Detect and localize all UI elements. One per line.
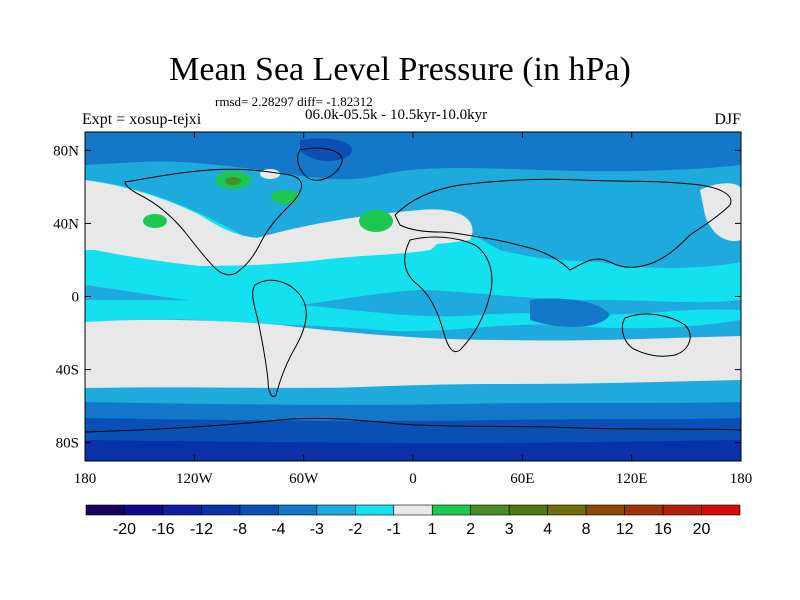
colorbar-label: 12: [616, 521, 634, 538]
x-tick-label: 0: [409, 471, 417, 487]
colorbar-swatch: [701, 504, 741, 516]
experiment-label: Expt = xosup-tejxi: [82, 111, 202, 128]
colorbar-label: 16: [654, 521, 672, 538]
period-line: 06.0k-05.5k - 10.5kyr-10.0kyr: [305, 107, 488, 123]
colorbar-swatch: [316, 504, 356, 516]
field-green-labrador: [271, 190, 299, 204]
y-tick-label: 0: [72, 290, 80, 306]
anomaly-field: [85, 132, 741, 461]
colorbar-swatch: [201, 504, 241, 516]
colorbar-swatch: [354, 504, 395, 516]
field-arctic: [85, 132, 741, 180]
colorbar-swatch: [239, 504, 279, 516]
field-green-pacific: [143, 214, 167, 228]
colorbar-label: 1: [428, 521, 437, 538]
colorbar-label: -3: [310, 521, 324, 538]
colorbar-swatch: [662, 504, 702, 516]
y-tick-label: 40S: [56, 363, 79, 379]
field-indian-patch: [530, 298, 610, 327]
colorbar-label: 20: [693, 521, 711, 538]
coast-australia: [621, 313, 691, 357]
coast-africa: [404, 236, 493, 353]
field-arctic-dark: [300, 138, 352, 162]
colorbar-label: -16: [151, 521, 174, 538]
season-label: DJF: [714, 111, 741, 128]
colorbar: -20 -16 -12 -8 -4 -3 -2 -1 1 2 3 4 8 12 16 20: [85, 504, 741, 538]
axis-ticks: 180 120W 60W 0 60E 120E 180 80N 40N 0 40S 80S: [53, 132, 752, 487]
colorbar-swatch: [624, 504, 664, 516]
y-tick-label: 40N: [53, 216, 79, 232]
colorbar-label: -1: [387, 521, 401, 538]
y-tick-label: 80S: [56, 436, 79, 452]
colorbar-swatch: [431, 504, 472, 516]
coast-north-america: [124, 168, 302, 276]
stats-line: rmsd= 2.28297 diff= -1.82312: [215, 94, 373, 109]
colorbar-swatch: [585, 504, 625, 516]
coast-eurasia: [394, 178, 732, 271]
colorbar-swatch: [470, 504, 510, 516]
coast-south-america: [252, 279, 307, 397]
colorbar-label: -20: [113, 521, 136, 538]
x-tick-label: 120W: [176, 471, 214, 487]
colorbar-swatch: [278, 504, 318, 516]
field-gray-south-band: [85, 319, 741, 390]
x-tick-label: 180: [74, 471, 97, 487]
coast-antarctica: [85, 417, 741, 433]
colorbar-label: -4: [271, 521, 285, 538]
colorbar-swatch: [393, 504, 433, 516]
colorbar-label: 4: [543, 521, 552, 538]
x-tick-label: 60W: [289, 471, 319, 487]
field-gray-baffin: [260, 169, 280, 179]
field-darkgreen-canada: [225, 177, 241, 185]
field-southern-blue: [85, 384, 741, 404]
field-gray-east-pacific: [700, 183, 741, 242]
plot-title: Mean Sea Level Pressure (in hPa): [169, 51, 631, 88]
colorbar-label: 2: [466, 521, 475, 538]
colorbar-swatch: [124, 504, 164, 516]
field-green-atlantic: [359, 210, 393, 232]
colorbar-swatch: [85, 504, 125, 516]
field-antarctic-core: [85, 440, 741, 461]
x-tick-label: 60E: [510, 471, 534, 487]
colorbar-swatch: [547, 504, 587, 516]
coast-greenland: [297, 147, 343, 181]
y-tick-label: 80N: [53, 143, 79, 159]
x-tick-label: 120E: [616, 471, 648, 487]
colorbar-label: -8: [233, 521, 247, 538]
colorbar-swatch: [162, 504, 202, 516]
x-tick-label: 180: [730, 471, 753, 487]
colorbar-label: -12: [190, 521, 213, 538]
colorbar-label: 8: [582, 521, 591, 538]
colorbar-label: 3: [505, 521, 514, 538]
colorbar-swatch: [508, 504, 548, 516]
field-gray-north-atlantic: [250, 209, 473, 253]
colorbar-label: -2: [348, 521, 362, 538]
coastlines: [85, 147, 741, 433]
